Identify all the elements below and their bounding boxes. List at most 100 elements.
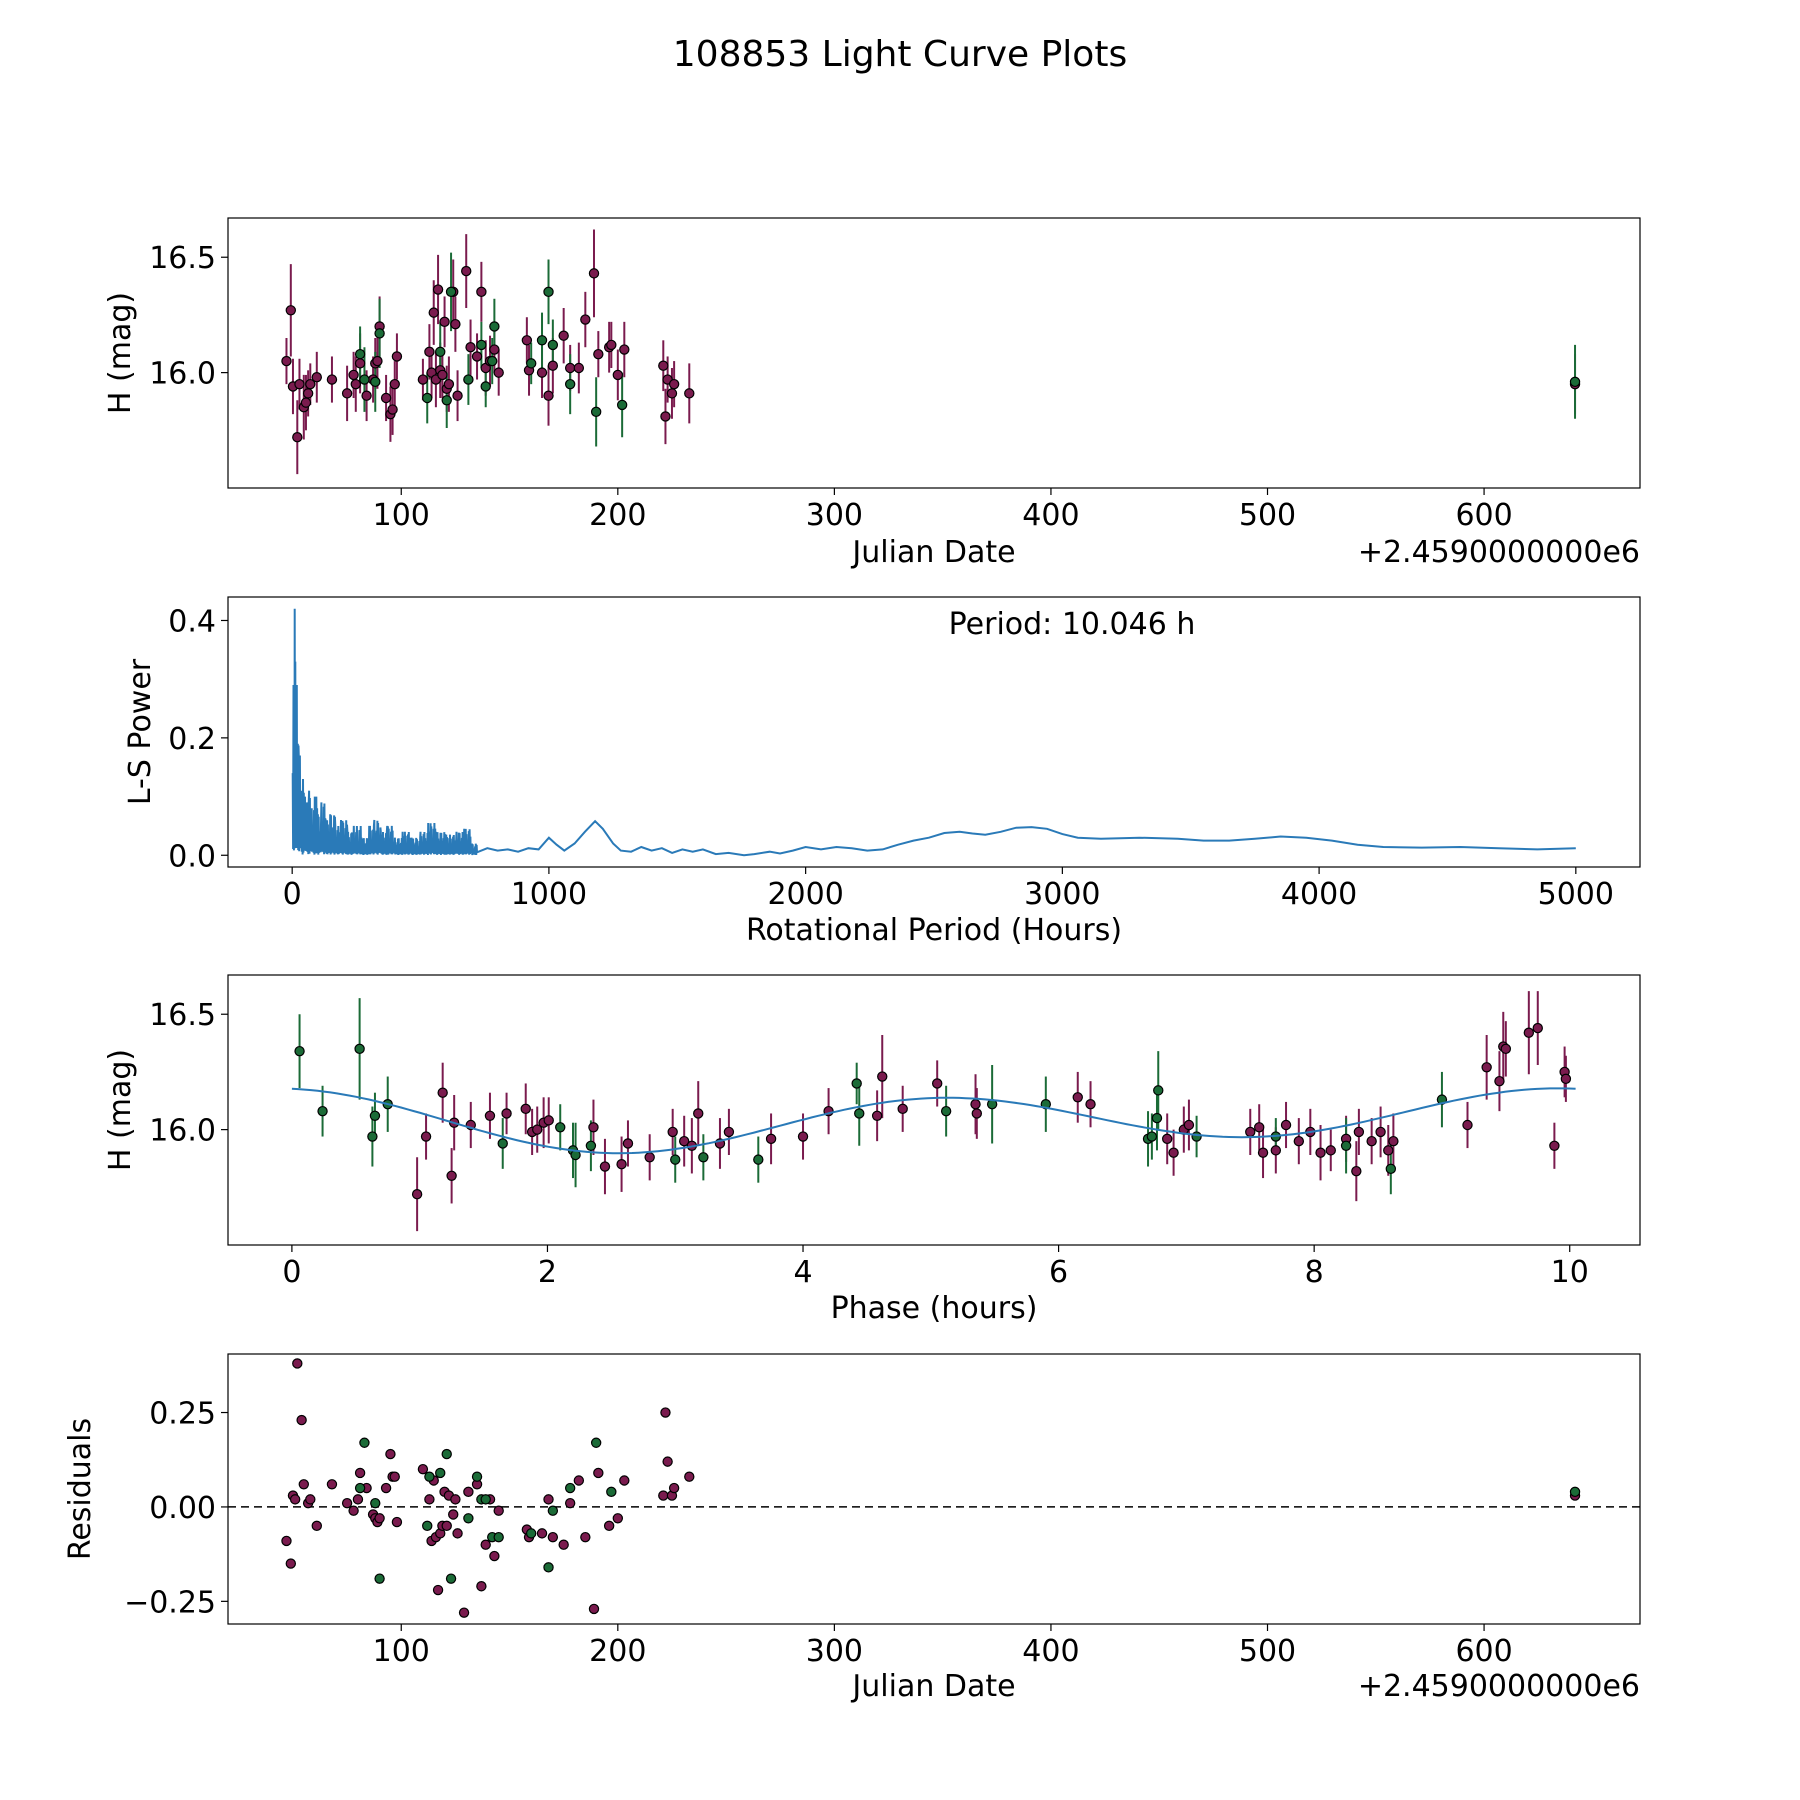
- data-point: [606, 1486, 617, 1498]
- data-point: [417, 374, 429, 385]
- data-point: [422, 392, 433, 404]
- phased-axes-frame: [227, 974, 1641, 1246]
- y-tick-label: −0.25: [124, 1585, 216, 1620]
- model-fit-curve: [291, 1087, 1576, 1155]
- data-point: [619, 1475, 630, 1486]
- data-point: [489, 321, 500, 332]
- data-point: [497, 1138, 508, 1149]
- periodogram-panel: 0 1000 2000 3000 4000 5000 0.0 0.2 0.4 Period: 1…: [123, 596, 1641, 948]
- data-point: [389, 378, 400, 390]
- data-point: [564, 362, 576, 374]
- data-point: [424, 346, 435, 358]
- data-point: [461, 265, 472, 277]
- data-point: [1523, 1027, 1535, 1038]
- data-point: [281, 1535, 292, 1547]
- data-point: [326, 374, 338, 385]
- data-point: [463, 1486, 474, 1498]
- data-point: [580, 1531, 591, 1543]
- data-point: [588, 1603, 600, 1615]
- data-point: [354, 1043, 365, 1055]
- data-point: [619, 344, 630, 355]
- data-point: [1325, 1145, 1336, 1156]
- x-tick-label: 3000: [1024, 877, 1100, 912]
- data-point: [668, 378, 680, 390]
- data-point: [765, 1133, 777, 1145]
- y-tick-label: 16.0: [149, 1114, 216, 1149]
- x-tick-label: 600: [1455, 1634, 1512, 1669]
- phased-xlabel: Phase (hours): [831, 1291, 1038, 1326]
- data-point: [871, 1110, 883, 1121]
- data-point: [520, 1103, 531, 1115]
- data-point: [372, 355, 383, 367]
- data-point: [590, 1437, 602, 1448]
- data-point: [1532, 1022, 1543, 1034]
- data-point: [678, 1135, 690, 1147]
- data-point: [493, 1505, 504, 1516]
- data-point: [487, 355, 498, 367]
- x-tick-label: 600: [1455, 498, 1512, 533]
- data-point: [489, 344, 500, 355]
- data-point: [1385, 1163, 1397, 1175]
- data-point: [489, 1550, 500, 1562]
- x-tick-label: 6: [1049, 1255, 1068, 1290]
- x-tick-label: 200: [589, 1634, 646, 1669]
- data-point: [389, 1471, 400, 1482]
- data-point: [302, 388, 314, 399]
- data-point: [422, 1520, 433, 1532]
- data-point: [564, 378, 576, 390]
- y-tick-label: 16.5: [149, 241, 216, 276]
- data-point: [1481, 1062, 1492, 1073]
- data-point: [698, 1152, 709, 1163]
- data-point: [536, 367, 548, 378]
- data-point: [543, 1562, 554, 1573]
- data-point: [374, 1513, 385, 1524]
- data-point: [1366, 1135, 1377, 1147]
- data-point: [493, 367, 504, 378]
- data-point: [463, 1513, 474, 1524]
- data-point: [897, 1103, 908, 1115]
- residuals-ticks: 100 200 300 400 500 600 −0.25 0.00 0.25: [124, 1397, 1513, 1669]
- data-point: [662, 1456, 673, 1467]
- data-point: [292, 1358, 303, 1369]
- data-point: [590, 406, 602, 418]
- data-point: [300, 397, 312, 408]
- data-point: [573, 362, 585, 374]
- data-point: [547, 1505, 559, 1516]
- data-point: [380, 1482, 392, 1494]
- data-point: [668, 1482, 680, 1494]
- data-point: [374, 1573, 385, 1584]
- periodogram-ylabel: L-S Power: [123, 658, 158, 805]
- residuals-axes-frame: [227, 1353, 1641, 1625]
- data-point: [305, 1494, 316, 1505]
- data-point: [1085, 1099, 1096, 1110]
- figure-title: 108853 Light Curve Plots: [673, 34, 1127, 75]
- data-point: [558, 1539, 569, 1550]
- x-tick-label: 2000: [767, 877, 843, 912]
- data-point: [660, 1407, 671, 1418]
- x-tick-label: 500: [1239, 1634, 1296, 1669]
- data-point: [1500, 1043, 1512, 1055]
- data-point: [359, 374, 370, 385]
- data-point: [458, 1607, 470, 1618]
- data-point: [428, 307, 439, 318]
- data-point: [354, 1467, 366, 1479]
- data-point: [326, 1479, 338, 1490]
- x-tick-label: 100: [373, 498, 430, 533]
- data-point: [1254, 1122, 1265, 1133]
- phased-panel: 0 2 4 6 8 10 16.0 16.5 Phase (hours) H (mag): [103, 974, 1641, 1326]
- x-tick-label: 200: [589, 498, 646, 533]
- data-point: [1494, 1075, 1505, 1087]
- data-point: [441, 1520, 452, 1532]
- data-point: [480, 1494, 491, 1505]
- data-point: [877, 1071, 888, 1082]
- data-point: [1168, 1147, 1179, 1158]
- data-point: [445, 286, 457, 298]
- data-point: [463, 374, 474, 385]
- data-point: [693, 1108, 704, 1119]
- data-point: [471, 351, 483, 362]
- data-point: [1245, 1126, 1256, 1138]
- y-tick-label: 0.0: [168, 839, 216, 874]
- data-point: [521, 335, 533, 346]
- data-point: [658, 1490, 669, 1501]
- data-point: [616, 1159, 627, 1170]
